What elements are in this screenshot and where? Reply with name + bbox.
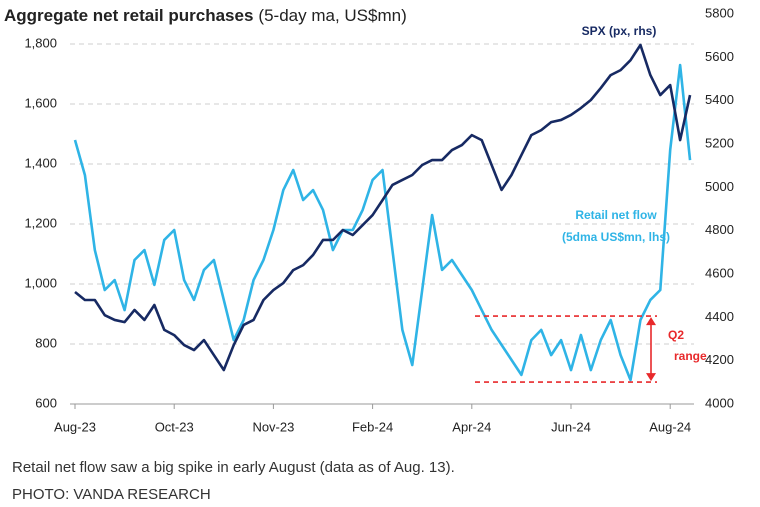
x-tick-label: Aug-24 bbox=[649, 419, 691, 434]
title: Aggregate net retail purchases bbox=[4, 6, 253, 25]
y-tick-label: 600 bbox=[35, 395, 57, 410]
series-annotation: SPX (px, rhs) bbox=[582, 24, 657, 38]
arrow-head bbox=[646, 373, 656, 382]
y-tick-label: 1,600 bbox=[24, 95, 57, 110]
x-tick-label: Feb-24 bbox=[352, 419, 393, 434]
x-tick-label: Apr-24 bbox=[452, 419, 491, 434]
caption: Retail net flow saw a big spike in early… bbox=[12, 459, 455, 476]
x-tick-label: Oct-23 bbox=[155, 419, 194, 434]
chart-title: Aggregate net retail purchases (5-day ma,… bbox=[4, 6, 407, 25]
y2-tick-label: 5200 bbox=[705, 135, 734, 150]
y-tick-label: 1,000 bbox=[24, 275, 57, 290]
x-tick-label: Aug-23 bbox=[54, 419, 96, 434]
arrow-head bbox=[646, 317, 656, 326]
y2-tick-label: 5400 bbox=[705, 92, 734, 107]
y-tick-label: 800 bbox=[35, 335, 57, 350]
subtitle: (5-day ma, US$mn) bbox=[258, 6, 406, 25]
range-label: range bbox=[674, 349, 707, 363]
series-line bbox=[73, 63, 692, 382]
y2-tick-label: 4000 bbox=[705, 395, 734, 410]
x-tick-label: Nov-23 bbox=[252, 419, 294, 434]
x-tick-label: Jun-24 bbox=[551, 419, 591, 434]
y2-tick-label: 5800 bbox=[705, 5, 734, 20]
series-annotation-note: (5dma US$mn, lhs) bbox=[562, 230, 670, 244]
range-label: Q2 bbox=[668, 328, 684, 342]
y-tick-label: 1,400 bbox=[24, 155, 57, 170]
y2-tick-label: 4800 bbox=[705, 222, 734, 237]
series-line bbox=[74, 43, 692, 372]
series-annotation: Retail net flow bbox=[575, 208, 657, 222]
y-tick-label: 1,200 bbox=[24, 215, 57, 230]
y2-tick-label: 5600 bbox=[705, 49, 734, 64]
y2-tick-label: 4200 bbox=[705, 352, 734, 367]
y2-tick-label: 4400 bbox=[705, 309, 734, 324]
y2-tick-label: 4600 bbox=[705, 265, 734, 280]
y2-tick-label: 5000 bbox=[705, 179, 734, 194]
caption-credit: PHOTO: VANDA RESEARCH bbox=[12, 486, 211, 503]
y-tick-label: 1,800 bbox=[24, 35, 57, 50]
